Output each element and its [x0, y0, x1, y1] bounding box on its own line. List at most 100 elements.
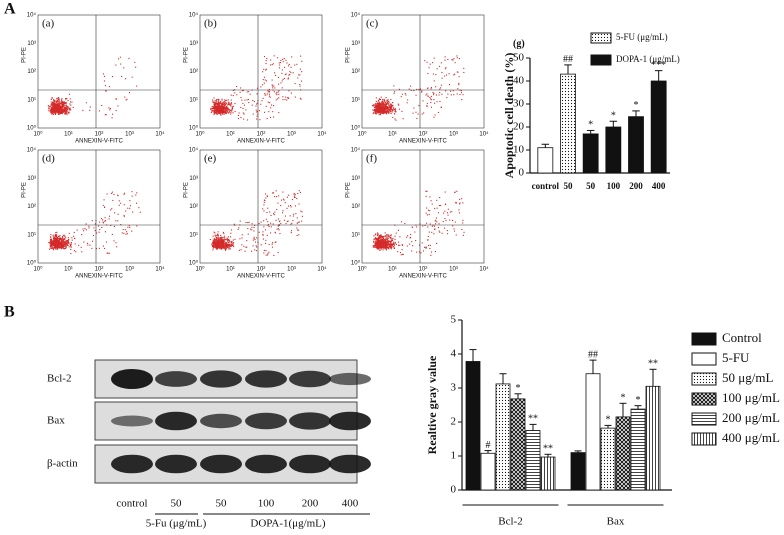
event-dot	[455, 234, 457, 236]
event-dot	[228, 102, 230, 104]
event-dot	[65, 111, 67, 113]
event-dot	[388, 248, 390, 250]
event-dot	[62, 109, 64, 111]
lane-label: 50	[216, 498, 228, 510]
event-dot	[390, 109, 392, 111]
event-dot	[220, 234, 222, 236]
x-tick-label: 10³	[449, 267, 458, 273]
event-dot	[218, 108, 220, 110]
event-dot	[264, 94, 266, 96]
event-dot	[53, 100, 55, 102]
event-dot	[433, 228, 435, 230]
event-dot	[391, 246, 393, 248]
event-dot	[387, 112, 389, 114]
event-dot	[444, 217, 446, 219]
event-dot	[381, 108, 383, 110]
event-dot	[230, 102, 232, 104]
event-dot	[389, 107, 391, 109]
event-dot	[380, 112, 382, 114]
y-tick-label: 10³	[351, 41, 360, 47]
event-dot	[217, 243, 219, 245]
event-dot	[270, 214, 272, 216]
x-tick-label: 50	[564, 181, 574, 191]
event-dot	[375, 107, 377, 109]
event-dot	[280, 199, 282, 201]
event-dot	[220, 239, 222, 241]
event-dot	[62, 102, 64, 104]
bar	[465, 361, 481, 491]
event-dot	[397, 229, 399, 231]
event-dot	[387, 248, 389, 250]
event-dot	[48, 248, 50, 250]
event-dot	[387, 107, 389, 109]
event-dot	[50, 247, 52, 249]
event-dot	[215, 109, 217, 111]
event-dot	[381, 102, 383, 104]
event-dot	[406, 245, 408, 247]
y-tick-label: 10⁰	[189, 125, 199, 132]
event-dot	[118, 200, 120, 202]
event-dot	[298, 74, 300, 76]
event-dot	[82, 109, 84, 111]
event-dot	[286, 62, 288, 64]
event-dot	[55, 232, 57, 234]
event-dot	[418, 244, 420, 246]
event-dot	[249, 93, 251, 95]
event-dot	[431, 203, 433, 205]
event-dot	[124, 192, 126, 194]
event-dot	[284, 99, 286, 101]
event-dot	[218, 237, 220, 239]
event-dot	[224, 112, 226, 114]
event-dot	[265, 68, 267, 70]
event-dot	[50, 111, 52, 113]
event-dot	[399, 244, 401, 246]
event-dot	[220, 245, 222, 247]
event-dot	[53, 100, 55, 102]
event-dot	[265, 239, 267, 241]
event-dot	[265, 242, 267, 244]
event-dot	[52, 108, 54, 110]
event-dot	[55, 110, 57, 112]
event-dot	[265, 94, 267, 96]
event-dot	[229, 104, 231, 106]
event-dot	[375, 246, 377, 248]
event-dot	[227, 236, 229, 238]
event-dot	[372, 113, 374, 115]
event-dot	[52, 247, 54, 249]
event-dot	[54, 103, 56, 105]
event-dot	[91, 247, 93, 249]
event-dot	[421, 113, 423, 115]
event-dot	[51, 102, 53, 104]
event-dot	[444, 210, 446, 212]
x-tick-label: 400	[652, 181, 666, 191]
event-dot	[222, 111, 224, 113]
event-dot	[132, 211, 134, 213]
event-dot	[221, 105, 223, 107]
event-dot	[385, 246, 387, 248]
event-dot	[52, 240, 54, 242]
event-dot	[242, 102, 244, 104]
event-dot	[262, 234, 264, 236]
event-dot	[434, 228, 436, 230]
event-dot	[212, 246, 214, 248]
event-dot	[290, 232, 292, 234]
event-dot	[248, 91, 250, 93]
event-dot	[463, 231, 465, 233]
event-dot	[376, 244, 378, 246]
event-dot	[62, 243, 64, 245]
event-dot	[232, 89, 234, 91]
event-dot	[380, 96, 382, 98]
event-dot	[57, 103, 59, 105]
event-dot	[218, 242, 220, 244]
event-dot	[266, 195, 268, 197]
event-dot	[115, 242, 117, 244]
x-tick-label: 100	[607, 181, 621, 191]
flow-panel: (b)10⁰10⁰10¹10¹10²10²10³10³10⁴10⁴ANNEXIN…	[184, 12, 327, 145]
event-dot	[58, 113, 60, 115]
event-dot	[269, 96, 271, 98]
event-dot	[376, 109, 378, 111]
event-dot	[103, 75, 105, 77]
event-dot	[214, 240, 216, 242]
event-dot	[379, 240, 381, 242]
